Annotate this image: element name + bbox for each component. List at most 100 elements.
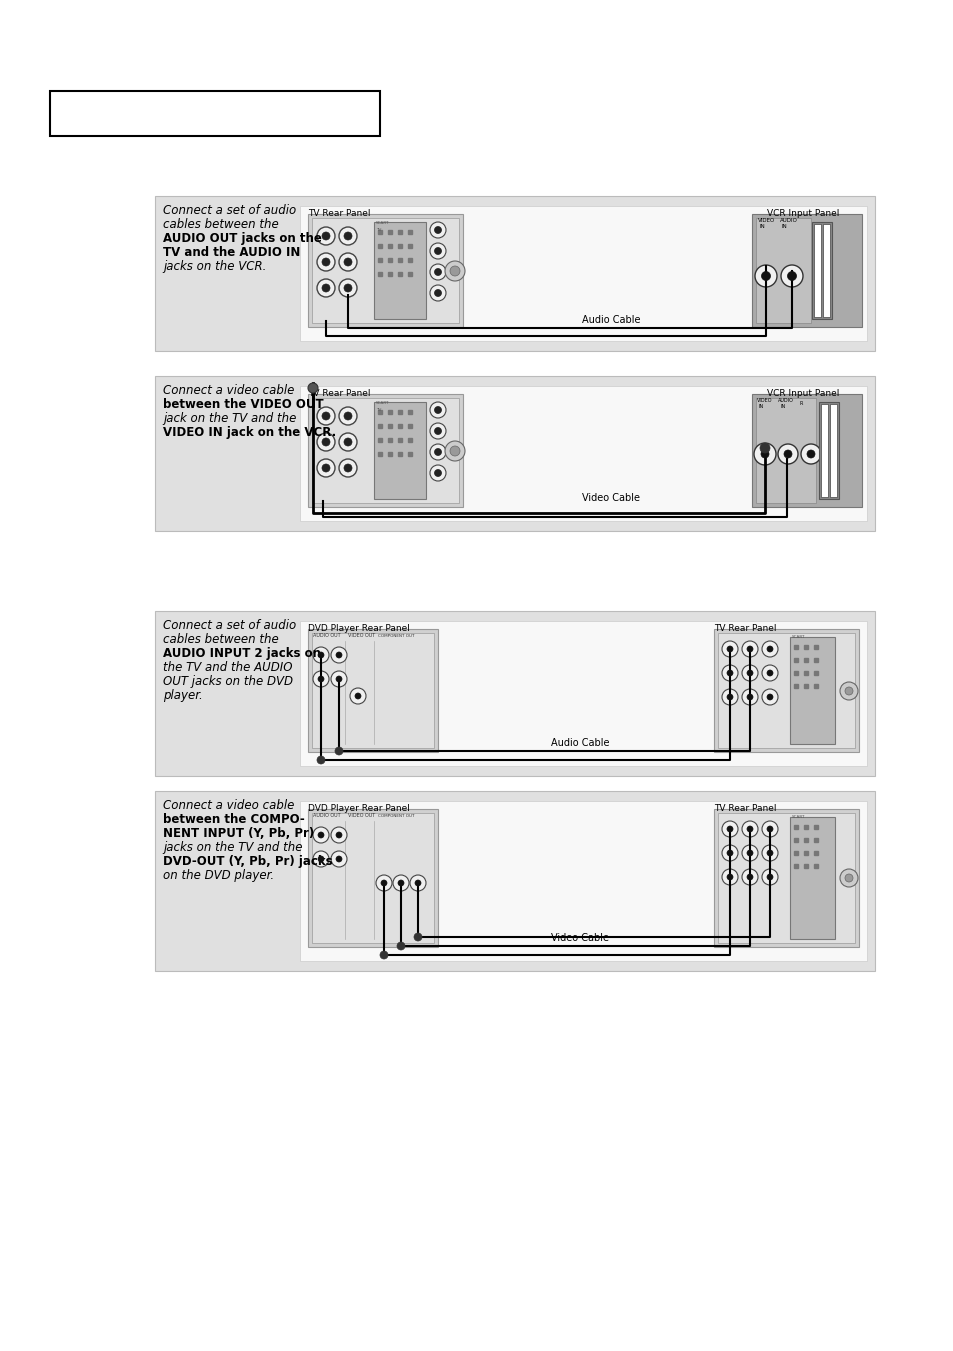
Text: on the DVD player.: on the DVD player. <box>163 869 274 882</box>
Bar <box>312 634 434 748</box>
Circle shape <box>741 689 758 705</box>
Circle shape <box>322 232 330 240</box>
Circle shape <box>753 443 775 465</box>
Circle shape <box>761 689 778 705</box>
Circle shape <box>761 821 778 838</box>
Circle shape <box>344 412 352 420</box>
Circle shape <box>721 640 738 657</box>
Text: Connect a video cable: Connect a video cable <box>163 798 294 812</box>
Circle shape <box>783 450 791 458</box>
Circle shape <box>430 285 446 301</box>
Text: AUDIO OUT jacks on the: AUDIO OUT jacks on the <box>163 232 321 245</box>
Text: R: R <box>800 401 802 407</box>
Text: jacks on the TV and the: jacks on the TV and the <box>163 842 302 854</box>
Circle shape <box>746 694 752 700</box>
Circle shape <box>760 272 770 281</box>
Circle shape <box>726 694 732 700</box>
Circle shape <box>410 875 426 892</box>
Circle shape <box>344 258 352 266</box>
Circle shape <box>766 694 772 700</box>
Circle shape <box>430 243 446 259</box>
Text: COMPONENT OUT: COMPONENT OUT <box>377 815 414 817</box>
Circle shape <box>434 449 441 455</box>
Circle shape <box>766 850 772 857</box>
Circle shape <box>316 757 325 765</box>
Circle shape <box>434 470 441 477</box>
Circle shape <box>760 450 768 458</box>
Text: SCART: SCART <box>791 815 804 819</box>
Circle shape <box>322 258 330 266</box>
Bar <box>154 376 874 531</box>
Circle shape <box>317 832 324 838</box>
Text: TV Rear Panel: TV Rear Panel <box>713 624 776 634</box>
Circle shape <box>721 689 738 705</box>
Bar <box>713 809 858 947</box>
Circle shape <box>434 247 441 254</box>
Text: NENT INPUT (Y, Pb, Pr): NENT INPUT (Y, Pb, Pr) <box>163 827 314 840</box>
Text: COMPONENT OUT: COMPONENT OUT <box>377 634 414 638</box>
Circle shape <box>322 463 330 471</box>
Circle shape <box>746 874 752 880</box>
Text: DVD Player Rear Panel: DVD Player Rear Panel <box>308 624 410 634</box>
Circle shape <box>840 682 857 700</box>
Text: Connect a video cable: Connect a video cable <box>163 384 294 397</box>
Circle shape <box>380 880 387 886</box>
Text: OUT jacks on the DVD: OUT jacks on the DVD <box>163 676 293 688</box>
Text: Video Cable: Video Cable <box>582 493 639 503</box>
Circle shape <box>355 693 360 698</box>
Text: cables between the: cables between the <box>163 634 278 646</box>
Circle shape <box>344 284 352 292</box>
Text: Audio Cable: Audio Cable <box>551 738 609 748</box>
Circle shape <box>746 670 752 676</box>
Bar <box>154 790 874 971</box>
Circle shape <box>721 869 738 885</box>
Circle shape <box>338 253 356 272</box>
Text: DVD-OUT (Y, Pb, Pr) jacks: DVD-OUT (Y, Pb, Pr) jacks <box>163 855 333 867</box>
Text: SCART: SCART <box>375 222 389 226</box>
Circle shape <box>313 827 329 843</box>
Bar <box>374 222 426 319</box>
Circle shape <box>844 688 852 694</box>
Circle shape <box>726 850 732 857</box>
Circle shape <box>761 665 778 681</box>
Text: player.: player. <box>163 689 203 703</box>
Circle shape <box>754 265 776 286</box>
Circle shape <box>746 825 752 832</box>
Text: IN: IN <box>781 224 787 230</box>
Circle shape <box>397 880 403 886</box>
Text: VIDEO IN jack on the VCR.: VIDEO IN jack on the VCR. <box>163 426 335 439</box>
Circle shape <box>331 671 347 688</box>
Text: AUDIO OUT: AUDIO OUT <box>313 634 340 638</box>
Text: SCART: SCART <box>375 401 389 405</box>
Text: jack on the TV and the: jack on the TV and the <box>163 412 296 426</box>
Circle shape <box>430 423 446 439</box>
Circle shape <box>721 665 738 681</box>
Circle shape <box>316 253 335 272</box>
Bar <box>811 222 831 319</box>
Circle shape <box>726 670 732 676</box>
Bar <box>718 634 854 748</box>
Text: AUDIO: AUDIO <box>778 399 793 403</box>
Circle shape <box>766 874 772 880</box>
Bar <box>829 404 836 497</box>
Circle shape <box>761 844 778 861</box>
Circle shape <box>741 640 758 657</box>
Circle shape <box>741 821 758 838</box>
Text: between the VIDEO OUT: between the VIDEO OUT <box>163 399 323 411</box>
Text: TV and the AUDIO IN: TV and the AUDIO IN <box>163 246 300 259</box>
Text: DVD Player Rear Panel: DVD Player Rear Panel <box>308 804 410 813</box>
Circle shape <box>450 266 459 276</box>
Bar <box>374 403 426 499</box>
Text: TV: TV <box>375 408 381 412</box>
Circle shape <box>430 403 446 417</box>
Bar <box>299 386 866 521</box>
Circle shape <box>322 284 330 292</box>
Text: VCR Input Panel: VCR Input Panel <box>766 389 839 399</box>
Text: IN: IN <box>781 404 785 409</box>
Bar <box>821 404 827 497</box>
Circle shape <box>746 850 752 857</box>
Circle shape <box>375 875 392 892</box>
Circle shape <box>317 653 324 658</box>
Circle shape <box>316 459 335 477</box>
Bar <box>751 213 862 327</box>
